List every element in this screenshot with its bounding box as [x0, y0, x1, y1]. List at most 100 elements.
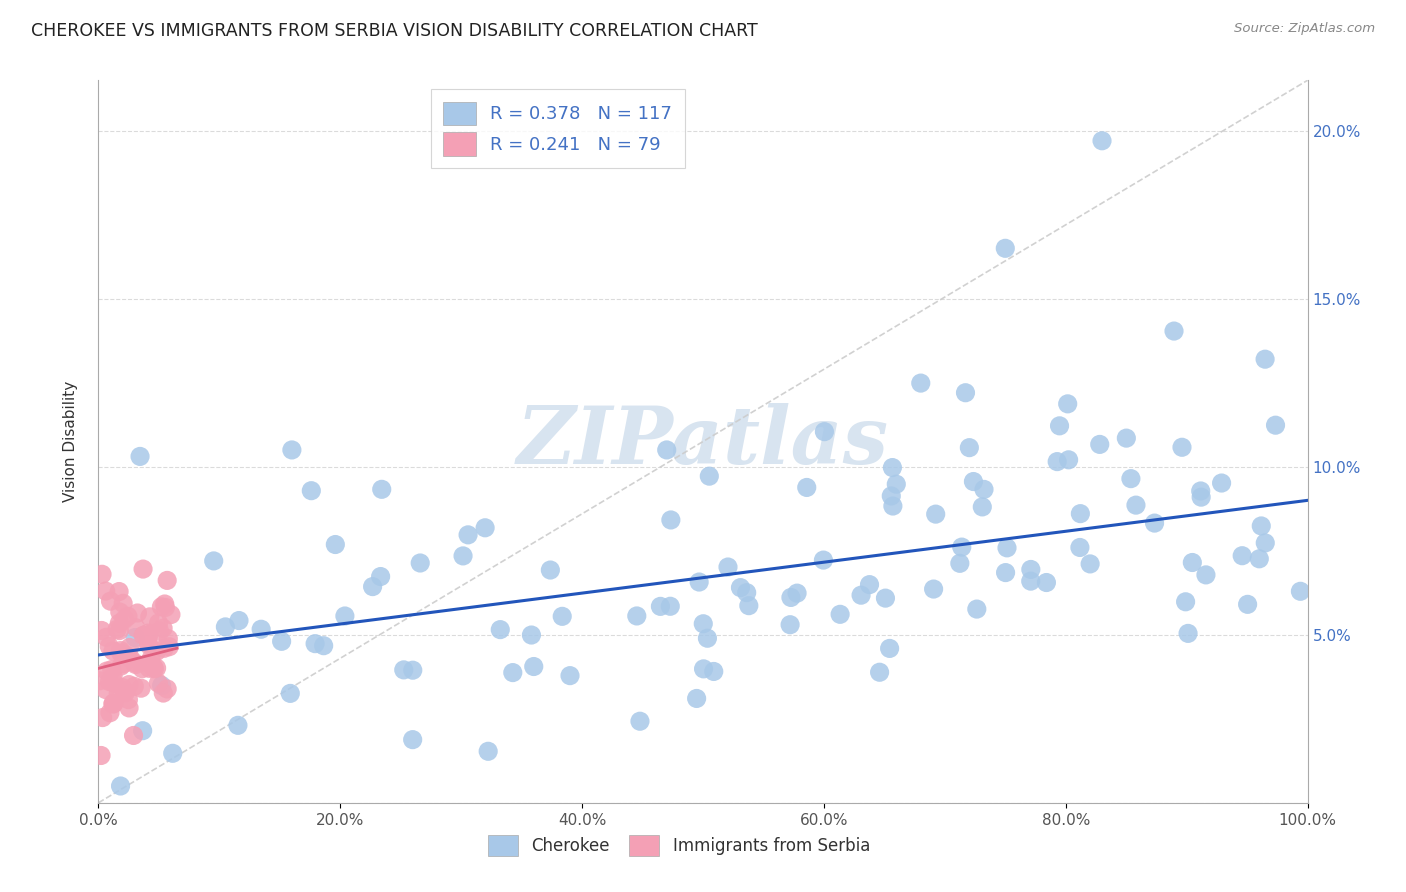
- Point: [950, 540, 973, 554]
- Point: [270, 634, 292, 648]
- Point: [1143, 516, 1166, 530]
- Point: [110, 646, 132, 660]
- Point: [1056, 397, 1078, 411]
- Point: [1181, 556, 1204, 570]
- Point: [371, 483, 394, 497]
- Point: [409, 556, 432, 570]
- Point: [962, 475, 984, 489]
- Point: [125, 657, 148, 672]
- Point: [98, 706, 121, 720]
- Point: [1230, 549, 1253, 563]
- Point: [150, 679, 173, 693]
- Point: [139, 652, 162, 666]
- Point: [228, 614, 250, 628]
- Point: [949, 557, 972, 571]
- Point: [101, 697, 124, 711]
- Point: [150, 599, 173, 614]
- Point: [1088, 437, 1111, 451]
- Point: [108, 605, 131, 619]
- Point: [112, 657, 135, 671]
- Point: [132, 628, 155, 642]
- Point: [1174, 595, 1197, 609]
- Point: [148, 615, 170, 630]
- Point: [1236, 598, 1258, 612]
- Text: ZIPatlas: ZIPatlas: [517, 403, 889, 480]
- Point: [1163, 324, 1185, 338]
- Point: [1189, 483, 1212, 498]
- Point: [114, 686, 136, 700]
- Point: [136, 626, 159, 640]
- Point: [869, 665, 891, 680]
- Point: [474, 521, 496, 535]
- Point: [103, 696, 125, 710]
- Point: [127, 606, 149, 620]
- Point: [1035, 575, 1057, 590]
- Point: [1171, 440, 1194, 454]
- Point: [659, 599, 682, 614]
- Point: [114, 648, 136, 662]
- Point: [156, 681, 179, 696]
- Point: [156, 574, 179, 588]
- Point: [162, 747, 184, 761]
- Point: [304, 637, 326, 651]
- Point: [692, 616, 714, 631]
- Point: [1254, 352, 1277, 367]
- Point: [457, 528, 479, 542]
- Point: [1019, 562, 1042, 576]
- Point: [111, 681, 134, 695]
- Point: [157, 640, 180, 654]
- Point: [136, 636, 159, 650]
- Point: [685, 691, 707, 706]
- Point: [1057, 452, 1080, 467]
- Point: [281, 442, 304, 457]
- Point: [149, 624, 172, 639]
- Point: [112, 612, 135, 626]
- Point: [1195, 567, 1218, 582]
- Point: [703, 665, 725, 679]
- Point: [1046, 455, 1069, 469]
- Point: [880, 489, 903, 503]
- Point: [90, 748, 112, 763]
- Point: [659, 513, 682, 527]
- Point: [202, 554, 225, 568]
- Point: [1249, 551, 1271, 566]
- Point: [925, 507, 948, 521]
- Point: [1119, 472, 1142, 486]
- Point: [91, 567, 114, 582]
- Point: [735, 585, 758, 599]
- Point: [451, 549, 474, 563]
- Point: [110, 779, 132, 793]
- Point: [879, 641, 901, 656]
- Point: [94, 682, 117, 697]
- Point: [1289, 584, 1312, 599]
- Point: [108, 584, 131, 599]
- Point: [655, 442, 678, 457]
- Point: [650, 599, 672, 614]
- Point: [278, 686, 301, 700]
- Point: [101, 669, 124, 683]
- Point: [124, 631, 146, 645]
- Point: [131, 723, 153, 738]
- Point: [994, 241, 1017, 255]
- Point: [688, 574, 710, 589]
- Point: [361, 580, 384, 594]
- Point: [813, 553, 835, 567]
- Point: [910, 376, 932, 390]
- Point: [125, 621, 148, 635]
- Point: [117, 609, 139, 624]
- Point: [1211, 476, 1233, 491]
- Point: [558, 668, 581, 682]
- Point: [697, 469, 720, 483]
- Point: [100, 594, 122, 608]
- Point: [489, 623, 512, 637]
- Point: [98, 674, 121, 689]
- Point: [110, 643, 132, 657]
- Point: [922, 582, 945, 596]
- Point: [120, 651, 142, 665]
- Point: [523, 659, 546, 673]
- Point: [152, 686, 174, 700]
- Point: [884, 477, 907, 491]
- Point: [402, 663, 425, 677]
- Point: [108, 616, 131, 631]
- Point: [1069, 507, 1091, 521]
